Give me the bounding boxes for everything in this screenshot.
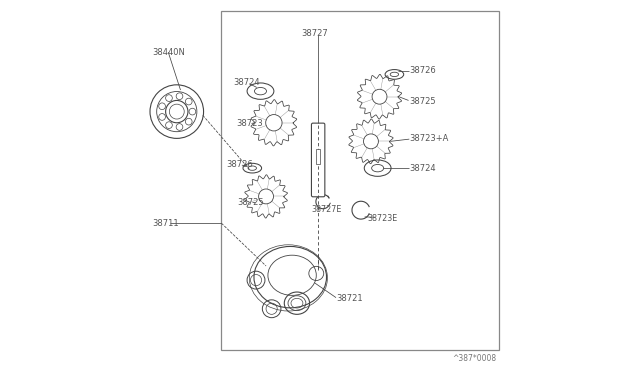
Text: 38711: 38711: [152, 219, 179, 228]
Text: 38724: 38724: [410, 164, 436, 173]
Text: 38721: 38721: [337, 294, 364, 303]
Bar: [221, 11, 499, 350]
Text: 38723E: 38723E: [367, 214, 398, 223]
Text: 38725: 38725: [237, 198, 264, 207]
Text: 38724: 38724: [234, 78, 260, 87]
FancyBboxPatch shape: [312, 123, 325, 197]
Text: 38440N: 38440N: [152, 48, 186, 57]
Bar: [316, 149, 320, 164]
Text: 38726: 38726: [227, 160, 253, 169]
Text: ^387*0008: ^387*0008: [452, 354, 497, 363]
Text: 38727E: 38727E: [311, 205, 342, 214]
Text: 38723: 38723: [236, 119, 262, 128]
Text: 38725: 38725: [410, 97, 436, 106]
Text: 38726: 38726: [410, 66, 436, 75]
Text: 38723+A: 38723+A: [410, 134, 449, 143]
Text: 38727: 38727: [301, 29, 328, 38]
